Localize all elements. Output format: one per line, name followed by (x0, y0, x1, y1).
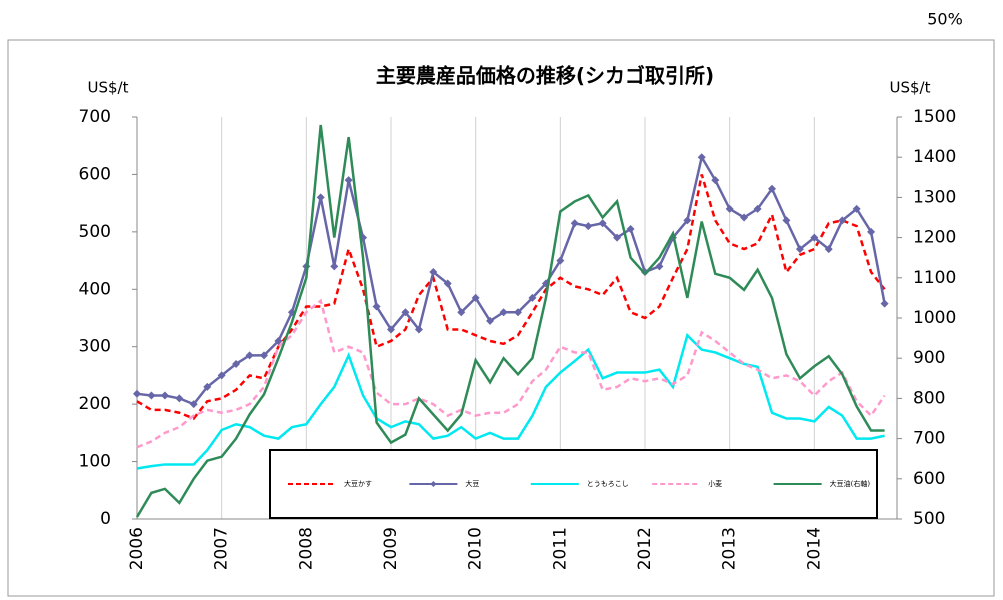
series-line (136, 298, 886, 449)
point-marker (232, 359, 241, 368)
legend-marker (430, 481, 437, 487)
x-tick-label: 2013 (720, 527, 740, 570)
point-marker (401, 308, 410, 317)
point-marker (457, 308, 466, 317)
point-marker (725, 204, 734, 213)
point-marker (330, 262, 339, 271)
point-marker (711, 176, 720, 185)
point-marker (528, 293, 537, 302)
point-marker (175, 394, 184, 403)
point-marker (429, 268, 438, 277)
point-marker (316, 193, 325, 202)
y2-tick-label: 1500 (913, 107, 956, 127)
point-marker (147, 391, 156, 400)
point-marker (740, 213, 749, 222)
y2-tick-label: 1100 (913, 268, 956, 288)
x-tick-label: 2006 (127, 527, 147, 570)
point-marker (499, 308, 508, 317)
y-tick-label: 200 (79, 394, 111, 414)
point-marker (867, 227, 876, 236)
point-marker (203, 382, 212, 391)
point-marker (486, 316, 495, 325)
x-tick-label: 2007 (212, 527, 232, 570)
x-tick-label: 2012 (635, 527, 655, 570)
point-marker (880, 299, 889, 308)
point-marker (795, 245, 804, 254)
point-marker (344, 176, 353, 185)
y-tick-label: 300 (79, 337, 111, 357)
point-marker (810, 233, 819, 242)
series-line (135, 124, 885, 518)
point-marker (514, 308, 522, 317)
point-marker (556, 256, 565, 265)
y2-tick-label: 600 (913, 469, 945, 489)
y-tick-label: 0 (100, 509, 111, 529)
legend-label: 大豆 (465, 479, 479, 488)
point-marker (245, 351, 254, 360)
point-marker (274, 336, 283, 345)
point-marker (753, 204, 762, 213)
y-tick-label: 500 (79, 222, 111, 242)
y2-tick-label: 500 (913, 509, 945, 529)
point-marker (613, 233, 622, 242)
point-marker (683, 216, 692, 225)
x-tick-label: 2014 (804, 527, 824, 570)
point-marker (160, 391, 169, 400)
y-tick-label: 400 (79, 279, 111, 299)
point-marker (626, 224, 635, 233)
y-axis-label: US$/t (88, 79, 129, 97)
y2-tick-label: 900 (913, 348, 945, 368)
point-marker (655, 262, 664, 271)
point-marker (443, 279, 452, 288)
y-tick-label: 700 (79, 107, 111, 127)
point-marker (471, 293, 480, 302)
legend-label: 大豆かす (344, 479, 372, 488)
point-marker (852, 204, 861, 213)
point-marker (260, 351, 268, 360)
x-tick-label: 2010 (466, 527, 486, 570)
legend-label: 小麦 (708, 479, 722, 488)
point-marker (133, 389, 141, 398)
point-marker (372, 302, 381, 311)
y2-tick-label: 800 (913, 388, 945, 408)
series-line (136, 174, 886, 421)
point-marker (768, 184, 776, 193)
chart-frame (7, 39, 995, 597)
point-marker (217, 371, 226, 380)
point-marker (570, 219, 579, 228)
point-marker (584, 222, 593, 231)
chart-title: 主要農産品価格の推移(シカゴ取引所) (376, 64, 714, 88)
x-tick-label: 2009 (381, 527, 401, 570)
y2-axis-label: US$/t (890, 79, 931, 97)
point-marker (838, 216, 847, 225)
y2-tick-label: 1300 (913, 187, 956, 207)
y2-tick-label: 1000 (913, 308, 956, 328)
point-marker (782, 216, 791, 225)
point-marker (414, 325, 423, 334)
legend-label: とうもろこし (587, 480, 629, 488)
y2-tick-label: 1200 (913, 228, 956, 248)
legend-label: 大豆油(右軸) (830, 479, 871, 488)
x-tick-label: 2008 (296, 527, 316, 570)
point-marker (189, 400, 198, 409)
zoom-label: 50% (927, 10, 963, 29)
series-line (136, 332, 885, 470)
x-tick-label: 2011 (550, 527, 570, 570)
point-marker (697, 153, 706, 162)
y-tick-label: 600 (79, 164, 111, 184)
y-tick-label: 100 (79, 452, 111, 472)
point-marker (824, 245, 833, 254)
y2-tick-label: 1400 (913, 147, 956, 167)
point-marker (387, 325, 395, 334)
y2-tick-label: 700 (913, 429, 945, 449)
point-marker (598, 219, 607, 228)
